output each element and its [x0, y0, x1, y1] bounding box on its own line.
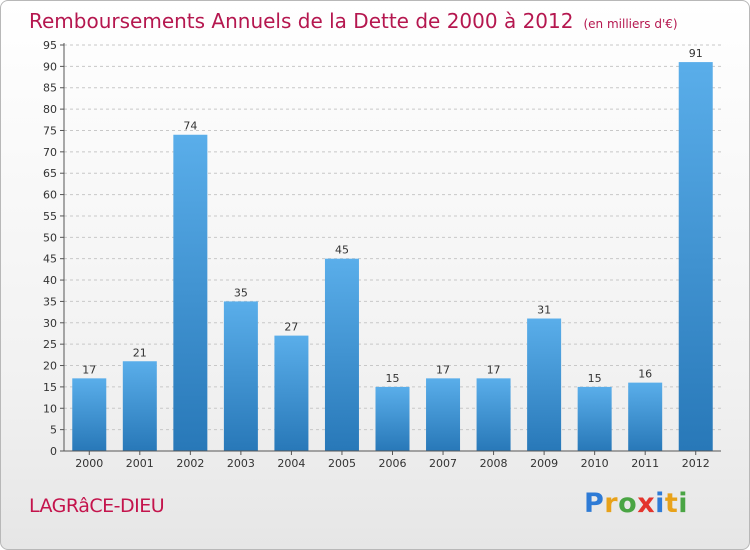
y-tick-label: 15 [43, 381, 57, 394]
y-axis-ticks: 0 5 10 15 20 25 30 35 40 45 50 55 60 65 70 75 80 85 90 95 [43, 39, 64, 458]
y-tick-label: 80 [43, 103, 57, 116]
logo-letter: P [584, 488, 605, 519]
y-tick-label: 90 [43, 60, 57, 73]
bar-2001 [122, 361, 157, 451]
data-label-2004: 27 [284, 321, 298, 334]
bar-2010 [577, 386, 612, 451]
y-tick-label: 25 [43, 338, 57, 351]
bar-2002 [173, 134, 208, 451]
proxiti-logo[interactable]: Proxiti [584, 488, 688, 519]
axes [63, 43, 721, 452]
data-label-2012: 91 [689, 47, 703, 60]
x-tick-label: 2010 [581, 457, 609, 470]
y-tick-label: 70 [43, 146, 57, 159]
x-tick-label: 2001 [126, 457, 154, 470]
logo-letter: o [618, 488, 638, 519]
data-label-2006: 15 [386, 372, 400, 385]
chart-title: Remboursements Annuels de la Dette de 20… [29, 9, 678, 33]
place-name: LAGRâCE-DIEU [29, 495, 165, 517]
y-tick-label: 65 [43, 167, 57, 180]
x-tick-label: 2009 [530, 457, 558, 470]
x-tick-label: 2012 [682, 457, 710, 470]
data-labels: 17 21 74 35 27 45 15 17 17 31 15 16 91 [82, 47, 702, 385]
chart-title-text: Remboursements Annuels de la Dette de 20… [29, 9, 574, 33]
y-tick-label: 75 [43, 124, 57, 137]
x-tick-label: 2005 [328, 457, 356, 470]
x-tick-label: 2007 [429, 457, 457, 470]
bars [72, 62, 713, 452]
y-tick-label: 60 [43, 189, 57, 202]
y-tick-label: 20 [43, 360, 57, 373]
data-label-2002: 74 [183, 120, 197, 133]
bar-2012 [678, 62, 713, 452]
logo-letter: t [664, 488, 679, 519]
logo-letter: i [655, 488, 665, 519]
bar-2008 [476, 378, 511, 451]
x-tick-label: 2002 [176, 457, 204, 470]
y-tick-label: 30 [43, 317, 57, 330]
y-tick-label: 95 [43, 39, 57, 52]
y-tick-label: 10 [43, 402, 57, 415]
logo-letter: r [604, 488, 619, 519]
x-tick-label: 2008 [480, 457, 508, 470]
bar-2005 [324, 258, 359, 451]
data-label-2010: 15 [588, 372, 602, 385]
data-label-2009: 31 [537, 304, 551, 317]
x-tick-label: 2003 [227, 457, 255, 470]
y-tick-label: 0 [50, 445, 57, 458]
x-tick-label: 2004 [277, 457, 305, 470]
bar-2000 [72, 378, 107, 451]
chart-unit-label: (en milliers d'€) [583, 17, 678, 31]
y-tick-label: 55 [43, 210, 57, 223]
y-tick-label: 40 [43, 274, 57, 287]
y-tick-label: 35 [43, 295, 57, 308]
x-axis-ticks: 2000 2001 2002 2003 2004 2005 2006 2007 2008 2009… [75, 451, 710, 470]
data-label-2003: 35 [234, 286, 248, 299]
x-tick-label: 2000 [75, 457, 103, 470]
y-tick-label: 45 [43, 253, 57, 266]
bar-2006 [375, 386, 410, 451]
y-tick-label: 85 [43, 82, 57, 95]
logo-letter: i [678, 488, 689, 519]
y-tick-label: 5 [50, 424, 57, 437]
data-label-2008: 17 [487, 363, 501, 376]
bar-2009 [527, 318, 562, 451]
data-label-2000: 17 [82, 363, 96, 376]
data-label-2007: 17 [436, 363, 450, 376]
bar-2003 [223, 301, 258, 451]
y-tick-label: 50 [43, 231, 57, 244]
x-tick-label: 2006 [379, 457, 407, 470]
bar-2007 [426, 378, 461, 451]
data-label-2001: 21 [133, 346, 147, 359]
data-label-2011: 16 [638, 368, 652, 381]
x-tick-label: 2011 [631, 457, 659, 470]
bar-2004 [274, 335, 309, 451]
data-label-2005: 45 [335, 244, 349, 257]
bar-2011 [628, 382, 663, 451]
logo-letter: x [637, 488, 656, 519]
